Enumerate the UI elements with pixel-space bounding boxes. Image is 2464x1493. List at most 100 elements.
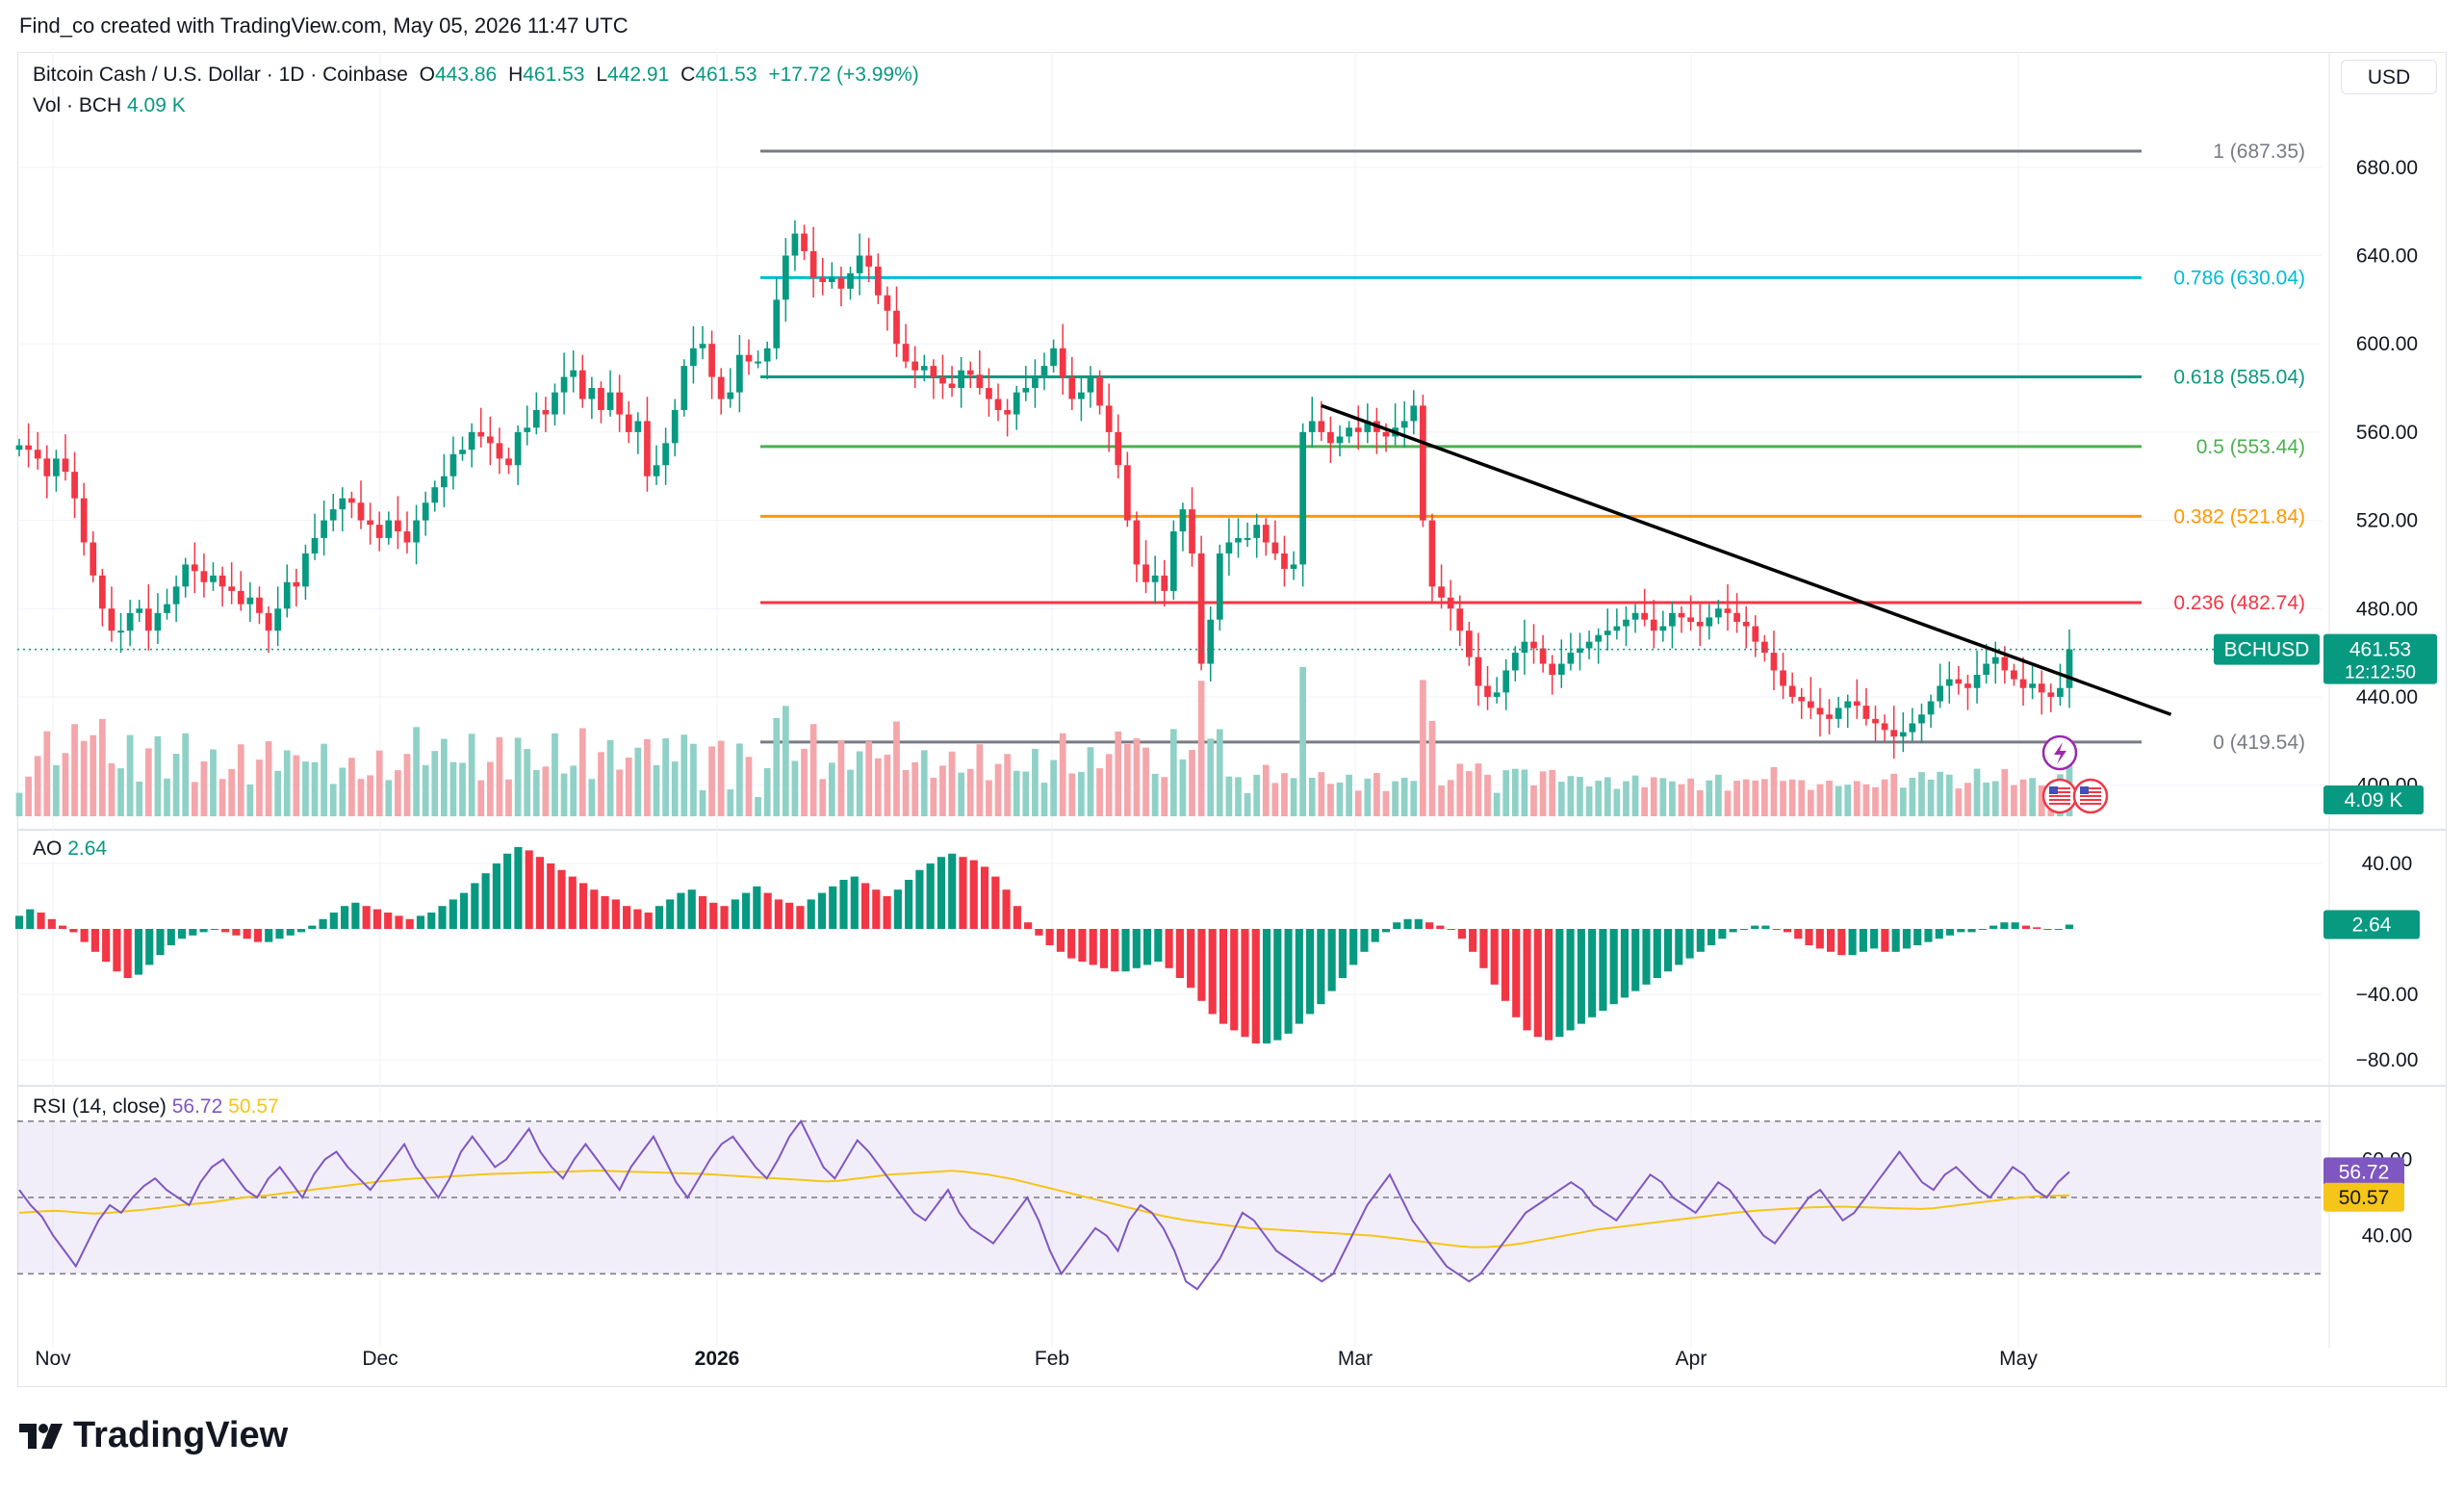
ao-bar: [590, 889, 599, 929]
candle-body: [514, 431, 522, 466]
volume-bar: [311, 761, 319, 816]
candle-body: [653, 465, 660, 476]
ao-value: 2.64: [67, 837, 108, 860]
ao-bar: [471, 883, 479, 929]
volume-bar: [837, 739, 845, 816]
candle-body: [2011, 670, 2017, 680]
flag-canton: [2049, 786, 2058, 794]
trendline[interactable]: [1321, 403, 2172, 716]
volume-bar: [1798, 780, 1806, 816]
ao-bar: [1306, 929, 1315, 1015]
candle-body: [15, 445, 23, 450]
ao-bar: [1945, 929, 1955, 936]
ao-bar: [1262, 929, 1271, 1043]
ao-bar: [720, 906, 729, 929]
date-tick-label: Dec: [362, 1348, 398, 1370]
volume-bar: [1577, 776, 1583, 816]
volume-bar: [717, 740, 725, 816]
candle-body: [893, 310, 900, 345]
volume-bar: [782, 706, 789, 816]
volume-bar: [154, 735, 162, 816]
ao-bar: [1241, 929, 1249, 1038]
candle-body: [477, 431, 485, 437]
volume-bar: [598, 752, 604, 816]
candle-body: [1761, 641, 1768, 654]
volume-bar: [856, 751, 863, 816]
candle-body: [1253, 525, 1261, 538]
volume-bar: [1032, 749, 1039, 816]
volume-bar: [505, 779, 512, 816]
volume-bar: [62, 753, 69, 816]
event-icons[interactable]: [2041, 734, 2109, 814]
candle-body: [1225, 542, 1233, 553]
candle-body: [375, 525, 383, 538]
volume-bar: [1631, 775, 1639, 816]
volume-bar: [1373, 773, 1380, 816]
volume-bar: [126, 734, 134, 816]
candle-body: [2001, 656, 2009, 671]
ao-bar: [1154, 929, 1163, 962]
ao-bar: [514, 847, 523, 929]
ao-bar: [774, 899, 783, 929]
candle-body: [1742, 622, 1750, 627]
ao-bar: [1490, 929, 1499, 985]
candle-body: [1290, 564, 1297, 569]
price-tick-label: 480.00: [2356, 598, 2418, 620]
ao-bar: [341, 906, 349, 929]
fibonacci-retracement[interactable]: 1 (687.35) 0.786 (630.04) 0.618 (585.04) 0.…: [760, 141, 2305, 754]
ao-badge-text: 2.64: [2352, 914, 2392, 937]
ao-bar: [1663, 929, 1673, 972]
candle-body: [1502, 670, 1510, 693]
candle-body: [837, 277, 845, 289]
volume-bar: [699, 790, 706, 816]
volume-bar: [865, 741, 873, 816]
volume-bar: [256, 759, 263, 816]
candle-body: [1752, 626, 1759, 642]
ao-bar: [1555, 929, 1564, 1038]
volume-bar: [1318, 772, 1325, 816]
candle-body: [727, 392, 734, 399]
ao-bar: [427, 913, 436, 929]
volume-bar: [246, 784, 254, 816]
candle-body: [413, 520, 420, 543]
candle-body: [136, 608, 143, 613]
ao-bar: [1675, 929, 1683, 965]
tradingview-logo-icon: [19, 1423, 63, 1449]
candle-body: [801, 233, 808, 251]
ao-bar: [221, 929, 230, 933]
candle-body: [1937, 685, 1944, 702]
volume-bar: [1742, 779, 1750, 816]
volume-bar: [1650, 777, 1657, 816]
candle-body: [1364, 421, 1372, 432]
ao-bar: [1859, 929, 1867, 952]
ao-bar: [731, 899, 739, 929]
candle-body: [1068, 376, 1076, 399]
volume-bar: [321, 743, 327, 816]
ao-bar: [1187, 929, 1195, 989]
date-tick-label: 2026: [695, 1348, 740, 1370]
volume-bar: [2029, 778, 2036, 816]
ao-bar: [1913, 929, 1922, 945]
ao-tick-label: 40.00: [2362, 853, 2413, 875]
volume-bar: [486, 761, 494, 816]
volume-bar: [43, 731, 51, 816]
candle-body: [1262, 525, 1270, 543]
candle-body: [348, 498, 355, 503]
candle-body: [1807, 701, 1814, 708]
ao-bar: [1045, 929, 1054, 945]
volume-bar: [1484, 774, 1491, 816]
ao-bar: [1414, 918, 1423, 929]
volume-bar: [578, 728, 586, 816]
candle-body: [708, 344, 715, 377]
candle-body: [524, 427, 531, 432]
tradingview-logo[interactable]: TradingView: [19, 1415, 288, 1456]
ao-bar: [47, 918, 56, 929]
volume-bar: [403, 754, 411, 816]
volume-bar: [920, 750, 928, 816]
ao-bar: [807, 899, 815, 929]
currency-button[interactable]: USD: [2341, 60, 2437, 94]
volume-bar: [1937, 771, 1944, 816]
ao-bar: [1501, 929, 1510, 1001]
ao-bar: [167, 929, 175, 945]
